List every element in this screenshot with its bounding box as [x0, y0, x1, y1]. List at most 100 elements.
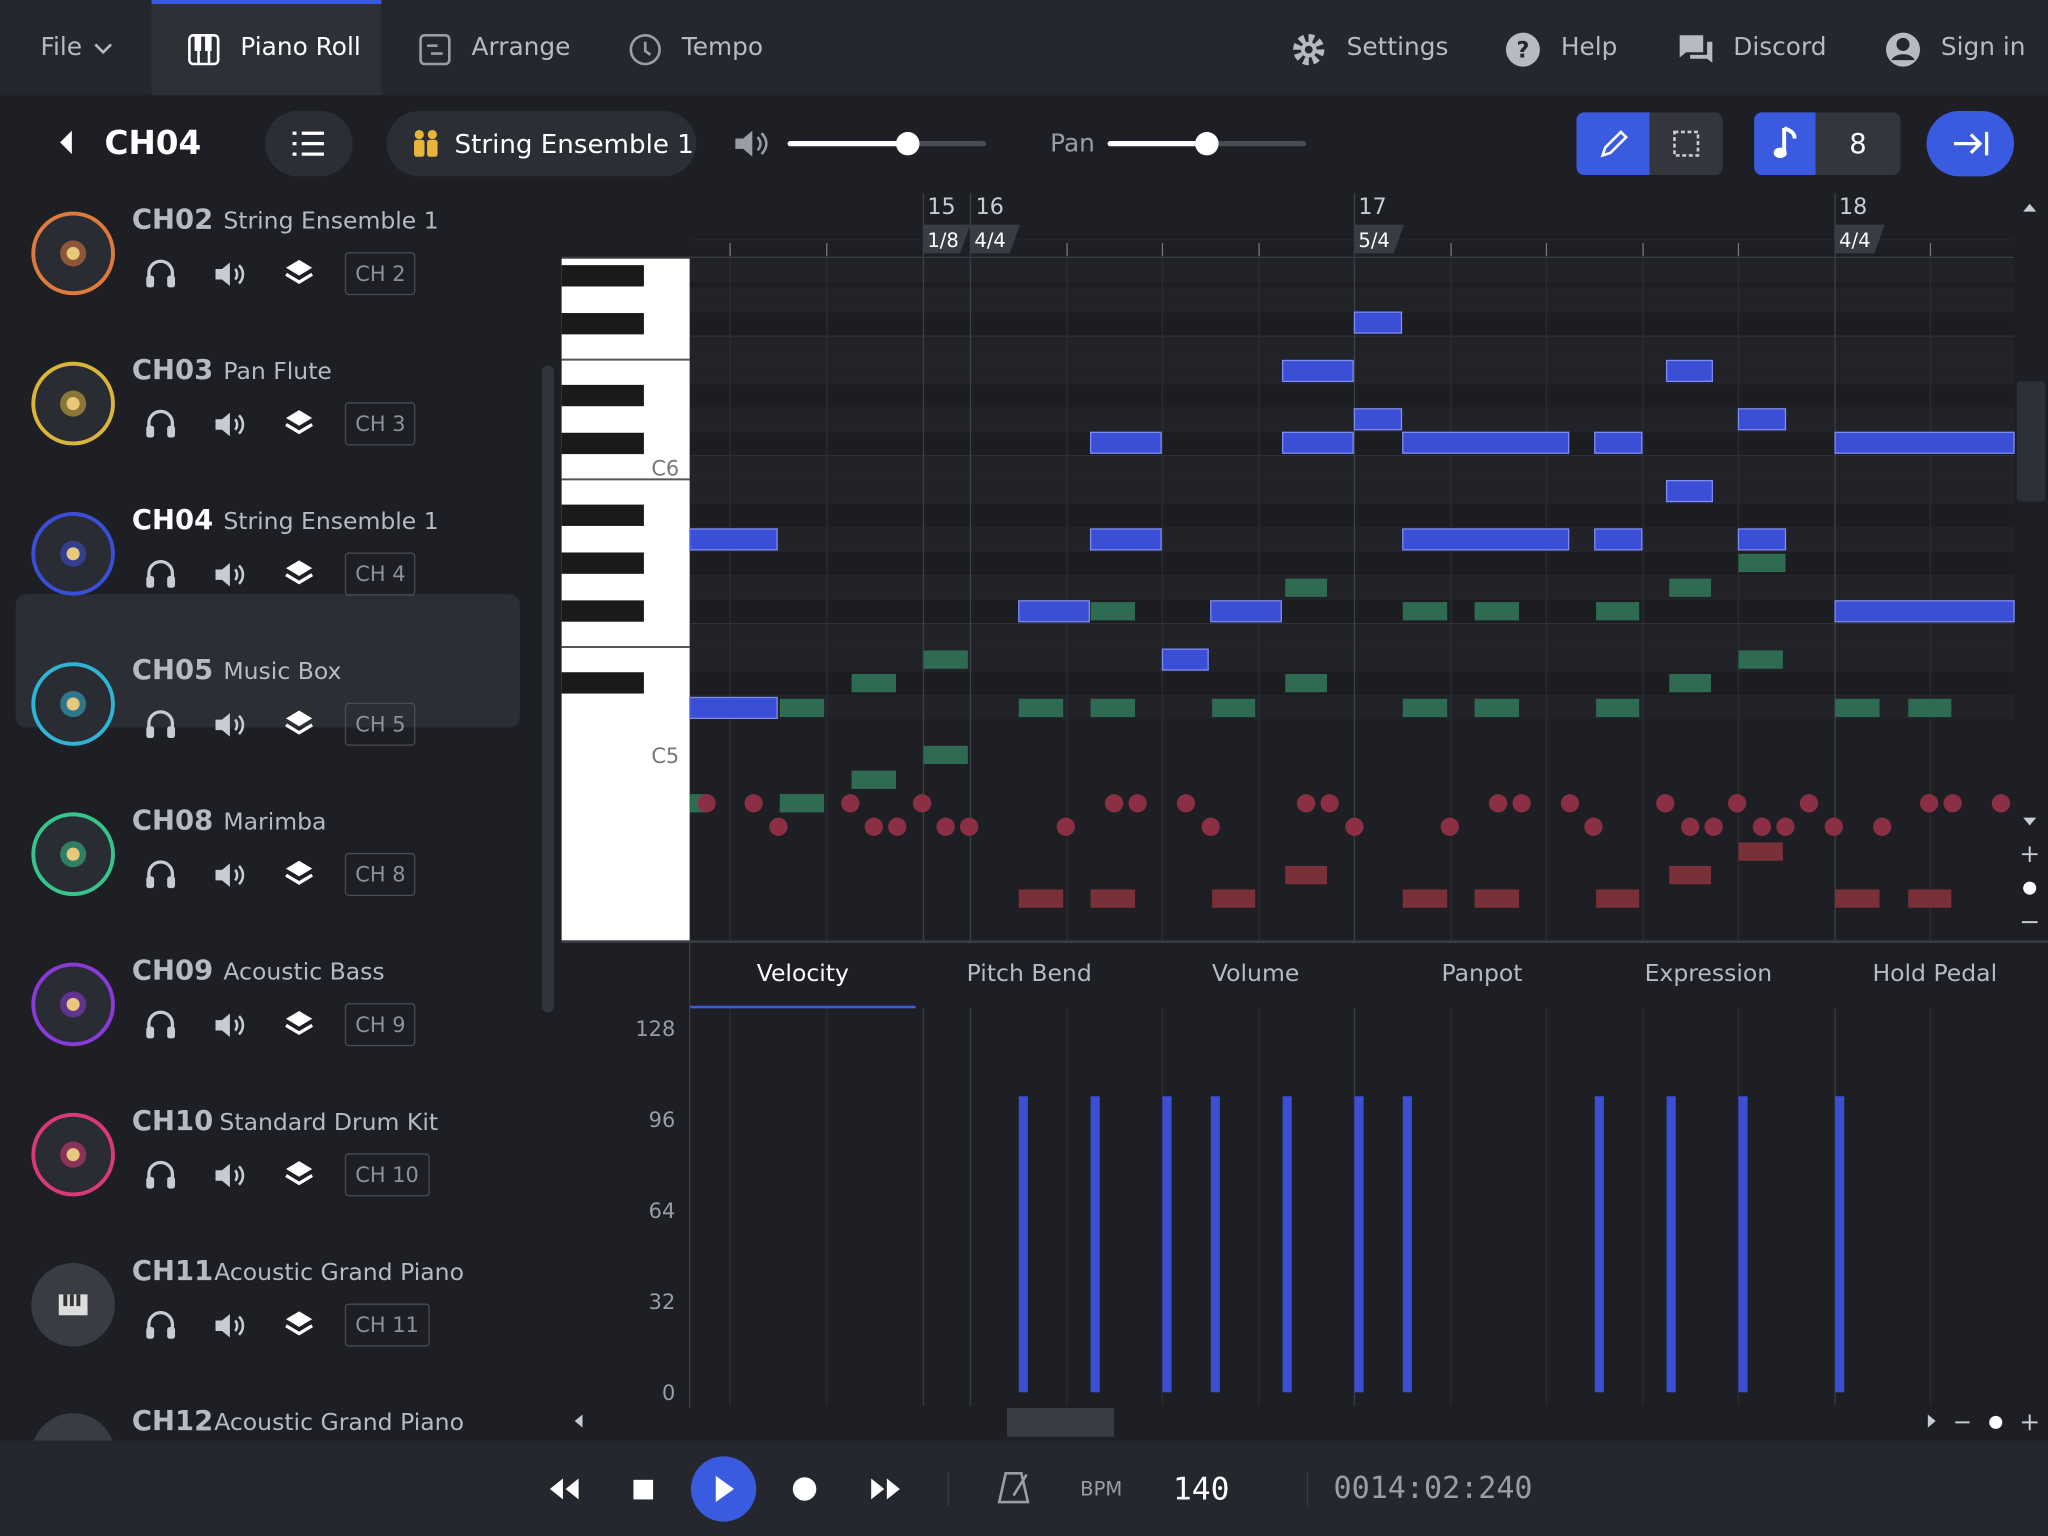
drum-note: [1728, 794, 1747, 813]
layer-icon[interactable]: [283, 558, 314, 589]
channel-box[interactable]: CH 11: [344, 1303, 430, 1347]
hscroll-thumb[interactable]: [1007, 1408, 1115, 1437]
track-row[interactable]: CH05 Music Box CH 5: [0, 644, 542, 794]
solo-icon[interactable]: [145, 1159, 176, 1190]
track-row[interactable]: CH03 Pan Flute CH 3: [0, 344, 542, 494]
layer-icon[interactable]: [283, 858, 314, 889]
menu-icon[interactable]: ?: [1505, 31, 1542, 68]
controller-tab[interactable]: Expression: [1644, 960, 1773, 988]
channel-box[interactable]: CH 2: [344, 252, 416, 296]
note[interactable]: [688, 696, 778, 720]
channel-box[interactable]: CH 10: [344, 1153, 430, 1197]
note[interactable]: [688, 528, 778, 551]
mute-icon[interactable]: [214, 259, 245, 290]
note[interactable]: [1402, 431, 1570, 454]
back-icon[interactable]: [57, 129, 73, 155]
mute-icon[interactable]: [214, 1010, 245, 1041]
menu-tab[interactable]: Arrange: [471, 32, 571, 62]
pencil-button[interactable]: [1576, 112, 1650, 176]
menu-icon[interactable]: [1677, 31, 1714, 68]
drum-note: [1201, 817, 1220, 836]
solo-icon[interactable]: [145, 1309, 176, 1340]
solo-icon[interactable]: [145, 1008, 176, 1039]
mute-icon[interactable]: [214, 559, 245, 590]
menu-link[interactable]: Settings: [1346, 32, 1449, 62]
note[interactable]: [1665, 359, 1713, 383]
layer-icon[interactable]: [283, 408, 314, 439]
menu-tab[interactable]: Piano Roll: [240, 32, 361, 62]
track-name: Marimba: [223, 808, 327, 836]
menu-icon[interactable]: [1885, 31, 1922, 68]
track-name: Acoustic Grand Piano: [214, 1259, 464, 1287]
note[interactable]: [1089, 528, 1162, 551]
pan-knob[interactable]: [1195, 131, 1219, 156]
note[interactable]: [1018, 600, 1090, 623]
channel-box[interactable]: CH 8: [344, 852, 416, 897]
controller-tab[interactable]: Pitch Bend: [966, 960, 1092, 988]
note[interactable]: [1402, 528, 1570, 551]
quantize-button[interactable]: [1815, 112, 1901, 176]
drum-note: [1776, 817, 1795, 836]
menu-link[interactable]: Discord: [1733, 32, 1827, 62]
menu-link[interactable]: Sign in: [1940, 32, 2026, 62]
track-row[interactable]: CH12 Acoustic Grand Piano: [0, 1395, 542, 1441]
menu-link[interactable]: Help: [1560, 32, 1618, 62]
track-row[interactable]: CH10 Standard Drum Kit CH 10: [0, 1095, 542, 1245]
controller-tab[interactable]: Hold Pedal: [1872, 960, 1998, 988]
menu-tab[interactable]: Tempo: [681, 32, 764, 62]
record-button[interactable]: [792, 1477, 817, 1501]
note[interactable]: [1161, 648, 1209, 671]
menu-file[interactable]: File: [40, 32, 83, 62]
bpm-value[interactable]: 140: [1172, 1470, 1230, 1508]
solo-icon[interactable]: [145, 558, 176, 589]
layer-icon[interactable]: [283, 257, 314, 288]
solo-icon[interactable]: [145, 708, 176, 739]
note[interactable]: [1834, 600, 2015, 623]
mute-icon[interactable]: [214, 859, 245, 890]
layer-icon[interactable]: [283, 1309, 314, 1340]
note[interactable]: [1353, 408, 1403, 431]
solo-icon[interactable]: [145, 408, 176, 439]
controller-tab[interactable]: Panpot: [1441, 960, 1523, 988]
mute-icon[interactable]: [214, 709, 245, 740]
note[interactable]: [1594, 431, 1643, 454]
note[interactable]: [1281, 431, 1354, 454]
controller-tab[interactable]: Volume: [1211, 960, 1300, 988]
note[interactable]: [1594, 528, 1643, 551]
channel-box[interactable]: CH 4: [344, 552, 416, 596]
channel-box[interactable]: CH 3: [344, 402, 416, 446]
track-row[interactable]: CH09 Acoustic Bass CH 9: [0, 944, 542, 1094]
note[interactable]: [1281, 359, 1354, 383]
layer-icon[interactable]: [283, 1008, 314, 1039]
note[interactable]: [1737, 528, 1787, 551]
note[interactable]: [1353, 311, 1403, 334]
instrument-pill[interactable]: [386, 111, 697, 177]
rewind-button[interactable]: [549, 1478, 579, 1500]
forward-button[interactable]: [871, 1478, 900, 1500]
track-row[interactable]: CH04 String Ensemble 1 CH 4: [0, 494, 542, 644]
track-row[interactable]: CH08 Marimba CH 8: [0, 794, 542, 944]
menu-icon[interactable]: [1290, 31, 1327, 68]
volume-knob[interactable]: [896, 131, 920, 156]
controller-tab[interactable]: Velocity: [756, 960, 849, 988]
layer-icon[interactable]: [283, 708, 314, 739]
channel-box[interactable]: CH 5: [344, 702, 416, 746]
track-row[interactable]: CH11 Acoustic Grand Piano CH 11: [0, 1245, 542, 1395]
mute-icon[interactable]: [214, 1160, 245, 1191]
layer-icon[interactable]: [283, 1159, 314, 1190]
note[interactable]: [1834, 431, 2015, 454]
drum-note: [1560, 794, 1580, 813]
metronome-button[interactable]: [997, 1472, 1030, 1504]
solo-icon[interactable]: [145, 858, 176, 889]
note[interactable]: [1089, 431, 1162, 454]
track-row[interactable]: CH02 String Ensemble 1 CH 2: [0, 193, 542, 343]
select-button[interactable]: [1649, 112, 1723, 176]
stop-button[interactable]: [633, 1479, 654, 1500]
mute-icon[interactable]: [214, 409, 245, 440]
solo-icon[interactable]: [145, 257, 176, 288]
note[interactable]: [1210, 600, 1282, 623]
channel-box[interactable]: CH 9: [344, 1003, 416, 1047]
note[interactable]: [1665, 480, 1713, 503]
mute-icon[interactable]: [214, 1310, 245, 1341]
note[interactable]: [1737, 408, 1787, 431]
